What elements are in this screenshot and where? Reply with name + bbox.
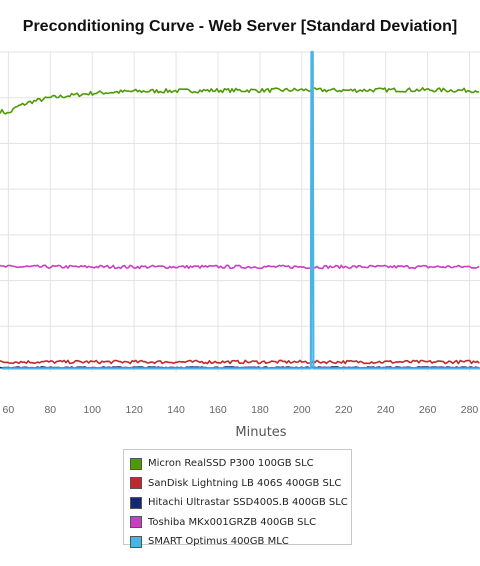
- legend-label: Toshiba MKx001GRZB 400GB SLC: [148, 516, 317, 528]
- x-tick-label: 220: [335, 404, 353, 416]
- x-tick-label: 120: [125, 404, 143, 416]
- chart-legend: Micron RealSSD P300 100GB SLC SanDisk Lig…: [123, 449, 352, 548]
- line-chart: 60 80 100 120 140 160 180 200 220 240 260 280 Minute…: [0, 50, 480, 440]
- legend-swatch: [130, 457, 142, 470]
- x-tick-label: 240: [377, 404, 395, 416]
- x-tick-label: 180: [251, 404, 269, 416]
- legend-label: Micron RealSSD P300 100GB SLC: [148, 458, 314, 470]
- chart-title: Preconditioning Curve - Web Server [Stan…: [22, 18, 458, 35]
- legend-label: Hitachi Ultrastar SSD400S.B 400GB SLC: [148, 497, 348, 509]
- x-tick-label: 260: [419, 404, 437, 416]
- legend-label: SanDisk Lightning LB 406S 400GB SLC: [148, 477, 342, 489]
- legend-swatch: [130, 477, 142, 490]
- series-line: [0, 87, 480, 115]
- legend-swatch: [130, 535, 142, 548]
- legend-item[interactable]: Micron RealSSD P300 100GB SLC: [130, 454, 351, 474]
- series-line: [0, 359, 480, 365]
- legend-swatch: [130, 496, 142, 509]
- x-tick-label: 100: [83, 404, 101, 416]
- x-axis-title: Minutes: [235, 425, 286, 440]
- series-line: [2, 50, 480, 370]
- legend-label: SMART Optimus 400GB MLC: [148, 536, 289, 548]
- legend-item[interactable]: Toshiba MKx001GRZB 400GB SLC: [130, 513, 351, 533]
- legend-swatch: [130, 516, 142, 529]
- series-line: [0, 264, 480, 270]
- x-tick-label: 280: [461, 404, 479, 416]
- legend-item[interactable]: Hitachi Ultrastar SSD400S.B 400GB SLC: [130, 493, 351, 513]
- legend-item[interactable]: SanDisk Lightning LB 406S 400GB SLC: [130, 474, 351, 494]
- x-tick-label: 60: [3, 404, 15, 416]
- x-tick-label: 160: [209, 404, 227, 416]
- legend-item[interactable]: SMART Optimus 400GB MLC: [130, 532, 351, 552]
- x-tick-label: 140: [167, 404, 185, 416]
- x-tick-label: 80: [44, 404, 56, 416]
- x-tick-label: 200: [293, 404, 311, 416]
